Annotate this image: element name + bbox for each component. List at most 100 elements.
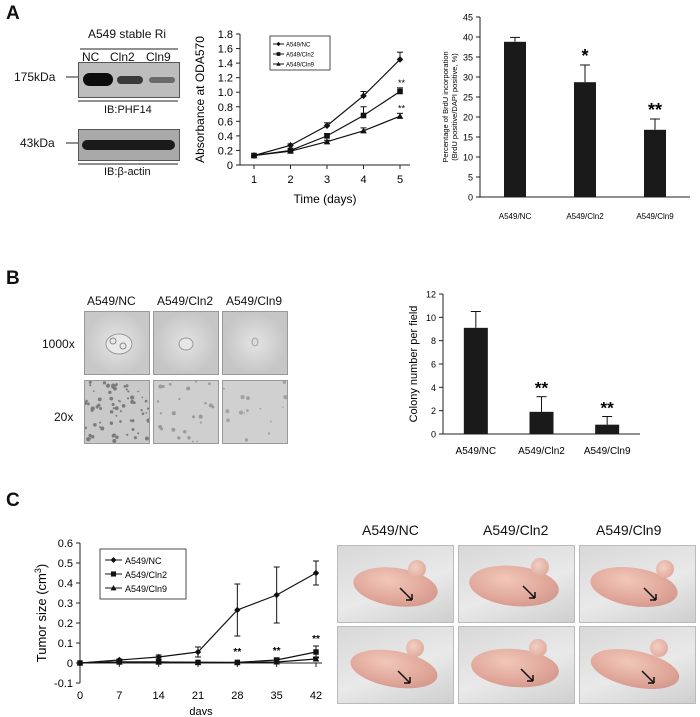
y-tick-label: 25 (463, 93, 473, 103)
colony-dot (191, 440, 194, 443)
colony-dot (160, 427, 164, 431)
x-tick-label: 2 (287, 174, 293, 186)
data-point (273, 658, 280, 665)
colony-dot (204, 401, 207, 405)
colony-dot (118, 400, 122, 403)
data-point (250, 152, 258, 159)
x-tick-label: 35 (271, 690, 283, 702)
significance-mark: * (581, 46, 588, 66)
colony-dot (109, 421, 114, 425)
colony-dot (146, 407, 150, 410)
colony-col-cln9: A549/Cln9 (226, 294, 283, 308)
y-tick-label: 1.4 (218, 58, 233, 70)
colony-dot (112, 438, 117, 443)
y-tick-label: 1.6 (218, 44, 233, 56)
colony-dot (92, 390, 95, 393)
data-point (76, 659, 84, 666)
colony-dot (133, 436, 137, 440)
colony-dot (93, 423, 97, 427)
colony-dot (196, 440, 198, 443)
colony-image-cln2-1000x (153, 311, 219, 375)
data-point (312, 569, 320, 577)
y-tick-label: 6 (431, 360, 436, 370)
colony-dot (246, 396, 251, 401)
significance-mark: ** (648, 100, 662, 120)
x-axis-label: days (189, 706, 213, 715)
colony-dot (88, 433, 92, 438)
x-tick-label: 21 (192, 690, 204, 702)
x-tick-label: 3 (324, 174, 330, 186)
y-tick-label: 12 (426, 290, 436, 300)
colony-chart: 0 2 4 6 8 10 12 A549/NC ** A549/Cln2 ** A549/Cln9 Co… (408, 290, 640, 457)
y-tick-label: 20 (463, 113, 473, 123)
mouse-photo-nc-2 (337, 626, 454, 704)
colony-image-nc-1000x (84, 311, 150, 375)
colony-dot (137, 390, 140, 393)
significance-mark: ** (233, 647, 241, 658)
y-tick-label: 10 (426, 313, 436, 323)
data-point (116, 658, 123, 665)
colony-dot (282, 380, 287, 385)
colony-dot (182, 429, 187, 434)
y-tick-label: 1.2 (218, 73, 233, 85)
mouse-photo-cln9-1 (579, 545, 696, 623)
bar (574, 82, 596, 197)
y-tick-label: 0 (468, 193, 473, 203)
colony-dot (187, 435, 191, 440)
bar (463, 327, 488, 434)
data-point (194, 659, 202, 665)
data-point (287, 142, 294, 149)
x-axis-label: Time (days) (294, 192, 357, 206)
y-axis-label-2: (BrdU positive/DAPI positive, %) (450, 53, 459, 161)
colony-dot (245, 409, 249, 412)
colony-dot (131, 428, 135, 432)
category-label: A549/NC (456, 446, 497, 457)
data-point (360, 127, 367, 134)
colony-dot (141, 396, 144, 399)
colony-dot (198, 414, 203, 419)
colony-dot (147, 420, 150, 423)
y-tick-label: 5 (468, 173, 473, 183)
colony-dot (119, 420, 122, 423)
bar (504, 41, 526, 197)
category-label: A549/Cln2 (518, 446, 565, 457)
brdu-chart: 0 5 10 15 20 25 30 35 40 45 A549/NC * A549/Cln2 ** A54… (441, 13, 690, 221)
band-phf14-nc (83, 73, 113, 86)
ib-line-top (78, 100, 178, 102)
blot-lane-nc: NC (82, 50, 100, 64)
colony-dot (156, 400, 160, 403)
panel-label-a: A (6, 3, 20, 24)
colony-dot (111, 433, 116, 438)
y-tick-label: 10 (463, 153, 473, 163)
ib-actin-label: IB:β-actin (104, 166, 151, 178)
y-tick-label: 0.5 (58, 558, 73, 570)
data-point (155, 653, 162, 661)
colony-dot (222, 387, 225, 390)
colony-dot (161, 385, 165, 388)
y-tick-label: 0.8 (218, 102, 233, 114)
colony-dot (194, 380, 198, 383)
colony-row-20x: 20x (54, 410, 74, 424)
colony-image-cln9-20x (222, 380, 288, 444)
significance-mark: ** (398, 78, 406, 88)
legend-marker (276, 41, 281, 47)
panel-label-b: B (6, 268, 20, 289)
mouse-col-cln2: A549/Cln2 (483, 522, 549, 538)
marker-43kda: 43kDa (20, 136, 55, 150)
blot-lane-cln9: Cln9 (146, 50, 171, 64)
marker-tick-top (66, 76, 79, 78)
colony-dot (267, 432, 271, 435)
y-tick-label: 0.4 (218, 131, 233, 143)
colony-dot (177, 436, 181, 440)
bar (529, 411, 554, 434)
y-tick-label: 0.6 (218, 116, 233, 128)
colony-dot (140, 409, 143, 412)
data-point (396, 112, 404, 119)
colony-image-cln9-1000x (222, 311, 288, 375)
colony-image-cln2-20x (153, 380, 219, 444)
y-tick-label: 0.4 (58, 578, 73, 590)
category-label: A549/NC (499, 212, 532, 221)
y-tick-label: 0 (431, 430, 436, 440)
legend-marker (276, 52, 281, 56)
